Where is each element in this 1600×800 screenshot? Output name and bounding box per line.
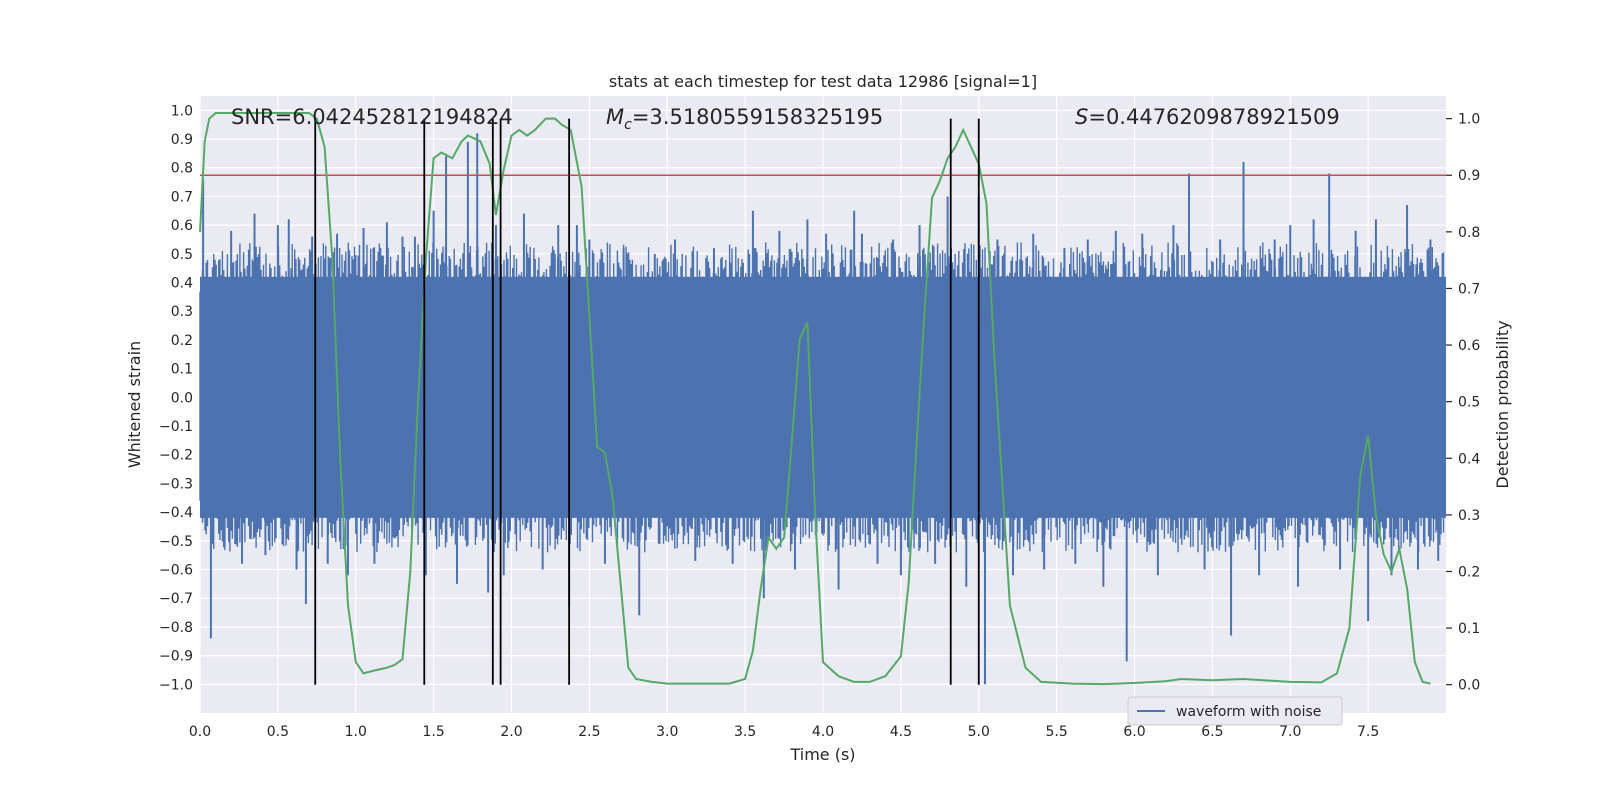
y-right-tick-label: 0.5: [1458, 395, 1480, 411]
y-right-tick-label: 0.1: [1458, 621, 1480, 637]
chirp-mass-symbol: M: [606, 105, 624, 129]
event-markers: [314, 118, 980, 685]
x-tick-label: 1.5: [422, 724, 444, 740]
s-annotation: S=0.4476209878921509: [1075, 105, 1340, 129]
x-tick-label: 5.5: [1045, 724, 1067, 740]
x-tick-label: 3.5: [734, 724, 756, 740]
x-tick-label: 6.5: [1201, 724, 1223, 740]
x-tick-label: 4.5: [890, 724, 912, 740]
y-tick-label: −0.1: [159, 419, 193, 435]
x-tick-label: 5.0: [968, 724, 990, 740]
y-tick-label: −0.7: [159, 591, 193, 607]
y-tick-label: 0.4: [171, 276, 193, 292]
chart-title: stats at each timestep for test data 129…: [609, 72, 1037, 91]
chirp-mass-subscript: c: [624, 117, 632, 133]
y-right-tick-label: 0.3: [1458, 508, 1480, 524]
y-tick-label: 0.6: [171, 218, 193, 234]
y-right-tick-label: 0.4: [1458, 451, 1480, 467]
y-right-tick-label: 0.2: [1458, 564, 1480, 580]
y-tick-label: −0.2: [159, 448, 193, 464]
detection-probability-series: [199, 112, 1431, 686]
x-tick-label: 1.0: [345, 724, 367, 740]
y-tick-label: 0.9: [171, 132, 193, 148]
y-right-axis-ticks: 0.0 0.1 0.2 0.3 0.4 0.5 0.6 0.7 0.8 0.9 1.0: [1446, 112, 1480, 694]
y-right-tick-label: 0.0: [1458, 678, 1480, 694]
x-tick-label: 0.5: [267, 724, 289, 740]
x-axis-ticks: 0.0 0.5 1.0 1.5 2.0 2.5 3.0 3.5 4.0 4.5 5.0 5.5 6.0 6…: [189, 724, 1379, 740]
waveform-series: [199, 133, 1446, 685]
y-tick-label: −0.5: [159, 534, 193, 550]
x-tick-label: 7.0: [1279, 724, 1301, 740]
y-right-axis-label: Detection probability: [1493, 320, 1512, 488]
y-right-tick-label: 0.9: [1458, 168, 1480, 184]
y-axis-label: Whitened strain: [125, 341, 144, 468]
legend-box: [1127, 696, 1343, 726]
y-tick-label: −0.9: [159, 649, 193, 665]
legend: waveform with noise: [1127, 696, 1343, 726]
s-symbol: S: [1075, 105, 1088, 129]
y-tick-label: 0.3: [171, 304, 193, 320]
legend-label-waveform: waveform with noise: [1176, 704, 1321, 720]
y-tick-label: −0.4: [159, 505, 193, 521]
y-right-tick-label: 0.8: [1458, 225, 1480, 241]
y-tick-label: 0.0: [171, 390, 193, 406]
y-tick-label: 0.2: [171, 333, 193, 349]
x-tick-label: 4.0: [812, 724, 834, 740]
y-tick-label: 0.7: [171, 189, 193, 205]
y-tick-label: 0.5: [171, 247, 193, 263]
snr-annotation: SNR=6.042452812194824: [231, 105, 513, 129]
chirp-mass-value: =3.5180559158325195: [632, 105, 883, 129]
probability-line: [199, 112, 1431, 686]
chirp-mass-annotation: Mc=3.5180559158325195: [606, 105, 883, 133]
y-tick-label: −1.0: [159, 677, 193, 693]
y-tick-label: 0.8: [171, 161, 193, 177]
y-tick-label: −0.3: [159, 476, 193, 492]
x-tick-label: 6.0: [1123, 724, 1145, 740]
x-tick-label: 7.5: [1357, 724, 1379, 740]
y-tick-label: −0.6: [159, 563, 193, 579]
x-tick-label: 2.0: [500, 724, 522, 740]
x-tick-label: 3.0: [656, 724, 678, 740]
y-tick-label: 1.0: [171, 103, 193, 119]
s-value: =0.4476209878921509: [1088, 105, 1339, 129]
y-tick-label: −0.8: [159, 620, 193, 636]
x-tick-label: 2.5: [578, 724, 600, 740]
y-right-tick-label: 1.0: [1458, 112, 1480, 128]
y-axis-ticks: −1.0 −0.9 −0.8 −0.7 −0.6 −0.5 −0.4 −0.3 −0.2 −0.1…: [159, 103, 193, 693]
x-tick-label: 0.0: [189, 724, 211, 740]
y-right-tick-label: 0.6: [1458, 338, 1480, 354]
x-axis-label: Time (s): [789, 745, 855, 764]
y-tick-label: 0.1: [171, 362, 193, 378]
y-right-tick-label: 0.7: [1458, 281, 1480, 297]
